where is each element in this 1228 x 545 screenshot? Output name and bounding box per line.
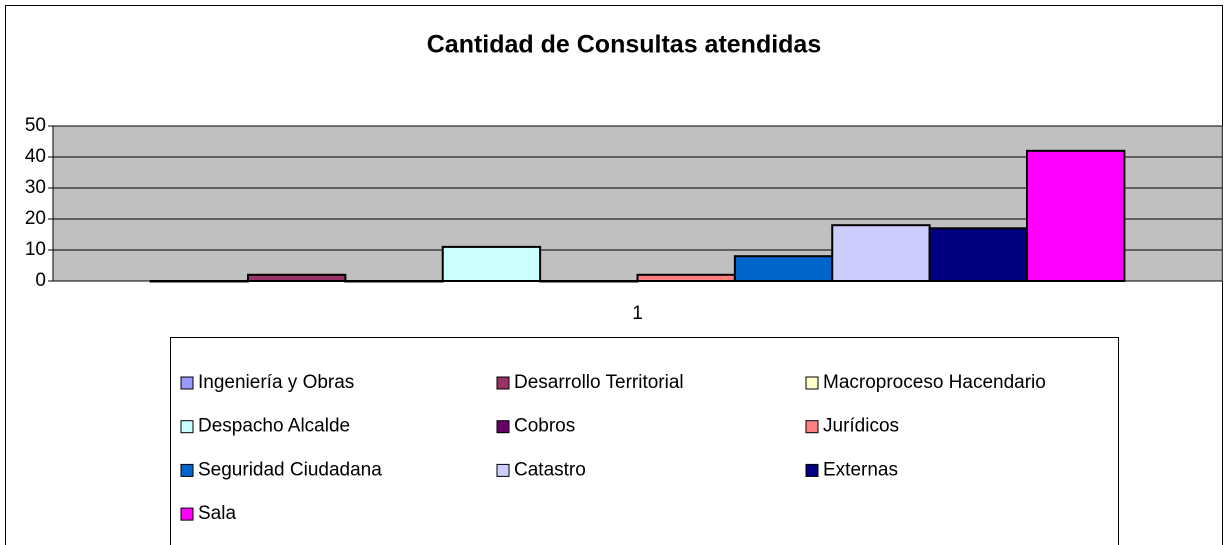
y-tick-label: 10 [25, 239, 46, 260]
bar [928, 227, 1029, 283]
legend-label: Seguridad Ciudadana [198, 459, 382, 480]
legend-swatch [805, 376, 819, 390]
legend-box [170, 337, 1119, 545]
legend-label: Sala [198, 503, 236, 524]
bar [733, 255, 834, 283]
legend-swatch [496, 420, 510, 434]
bar [246, 273, 347, 282]
legend-label: Desarrollo Territorial [514, 372, 684, 393]
chart-title: Cantidad de Consultas atendidas [427, 31, 822, 59]
x-tick-label: 1 [632, 303, 643, 324]
bar [441, 245, 542, 282]
legend-label: Catastro [514, 459, 586, 480]
legend-label: Jurídicos [823, 416, 899, 437]
y-tick-label: 20 [25, 208, 46, 229]
y-tick-label: 30 [25, 177, 46, 198]
legend-swatch [805, 420, 819, 434]
y-tick-label: 40 [25, 146, 46, 167]
bar [1026, 149, 1126, 282]
legend-swatch [180, 507, 194, 521]
bar [831, 224, 931, 282]
bar [636, 273, 736, 282]
legend-label: Cobros [514, 416, 575, 437]
legend-swatch [805, 463, 819, 477]
legend-swatch [180, 376, 194, 390]
legend-swatch [180, 420, 194, 434]
y-tick-label: 0 [35, 270, 46, 291]
legend-label: Despacho Alcalde [198, 416, 350, 437]
legend-swatch [496, 463, 510, 477]
y-tick-label: 50 [25, 115, 46, 136]
legend-swatch [496, 376, 510, 390]
legend-label: Ingeniería y Obras [198, 372, 354, 393]
legend-swatch [180, 463, 194, 477]
legend-label: Externas [823, 459, 898, 480]
legend-label: Macroproceso Hacendario [823, 372, 1046, 393]
